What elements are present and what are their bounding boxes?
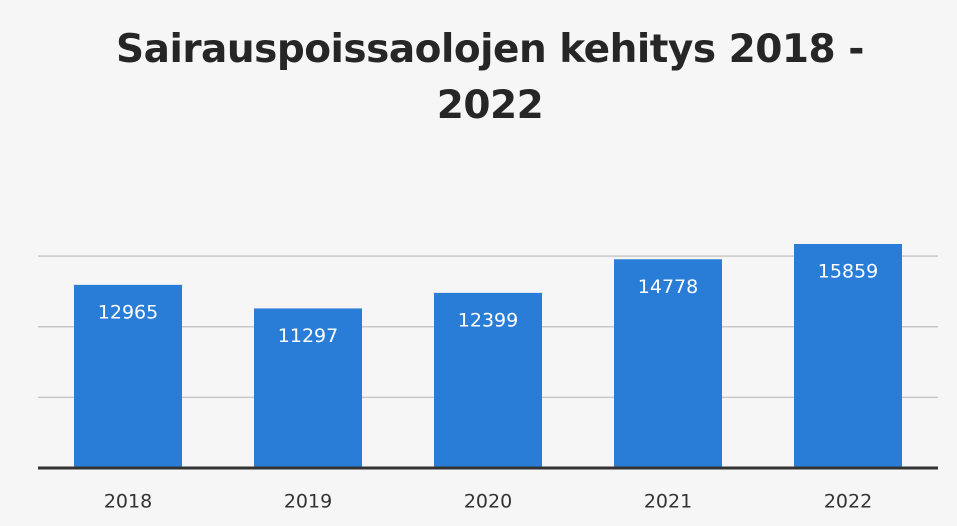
value-label: 12965 xyxy=(98,301,158,323)
x-tick-label: 2022 xyxy=(824,491,872,513)
value-label: 11297 xyxy=(278,325,338,347)
value-label: 12399 xyxy=(458,309,518,331)
bar xyxy=(74,284,182,468)
value-label: 15859 xyxy=(818,260,878,282)
x-tick-label: 2018 xyxy=(104,491,152,513)
bar xyxy=(434,292,542,468)
bar xyxy=(614,259,722,468)
x-tick-label: 2020 xyxy=(464,491,512,513)
value-label: 14778 xyxy=(638,276,698,298)
bar xyxy=(254,308,362,468)
chart-title: Sairauspoissaolojen kehitys 2018 - 2022 xyxy=(116,27,864,128)
bar xyxy=(794,243,902,468)
x-tick-label: 2019 xyxy=(284,491,332,513)
x-tick-label: 2021 xyxy=(644,491,692,513)
